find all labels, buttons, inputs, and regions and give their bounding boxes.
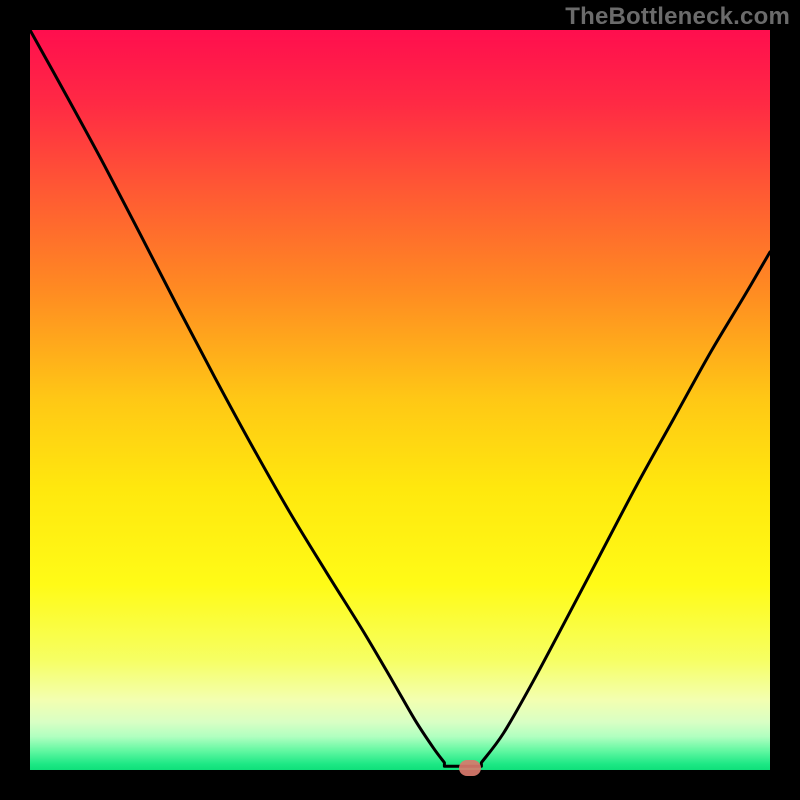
optimal-point-marker <box>459 760 481 776</box>
bottleneck-gradient-plot <box>0 0 800 800</box>
plot-background <box>30 30 770 770</box>
chart-stage: TheBottleneck.com <box>0 0 800 800</box>
site-watermark: TheBottleneck.com <box>565 3 790 31</box>
